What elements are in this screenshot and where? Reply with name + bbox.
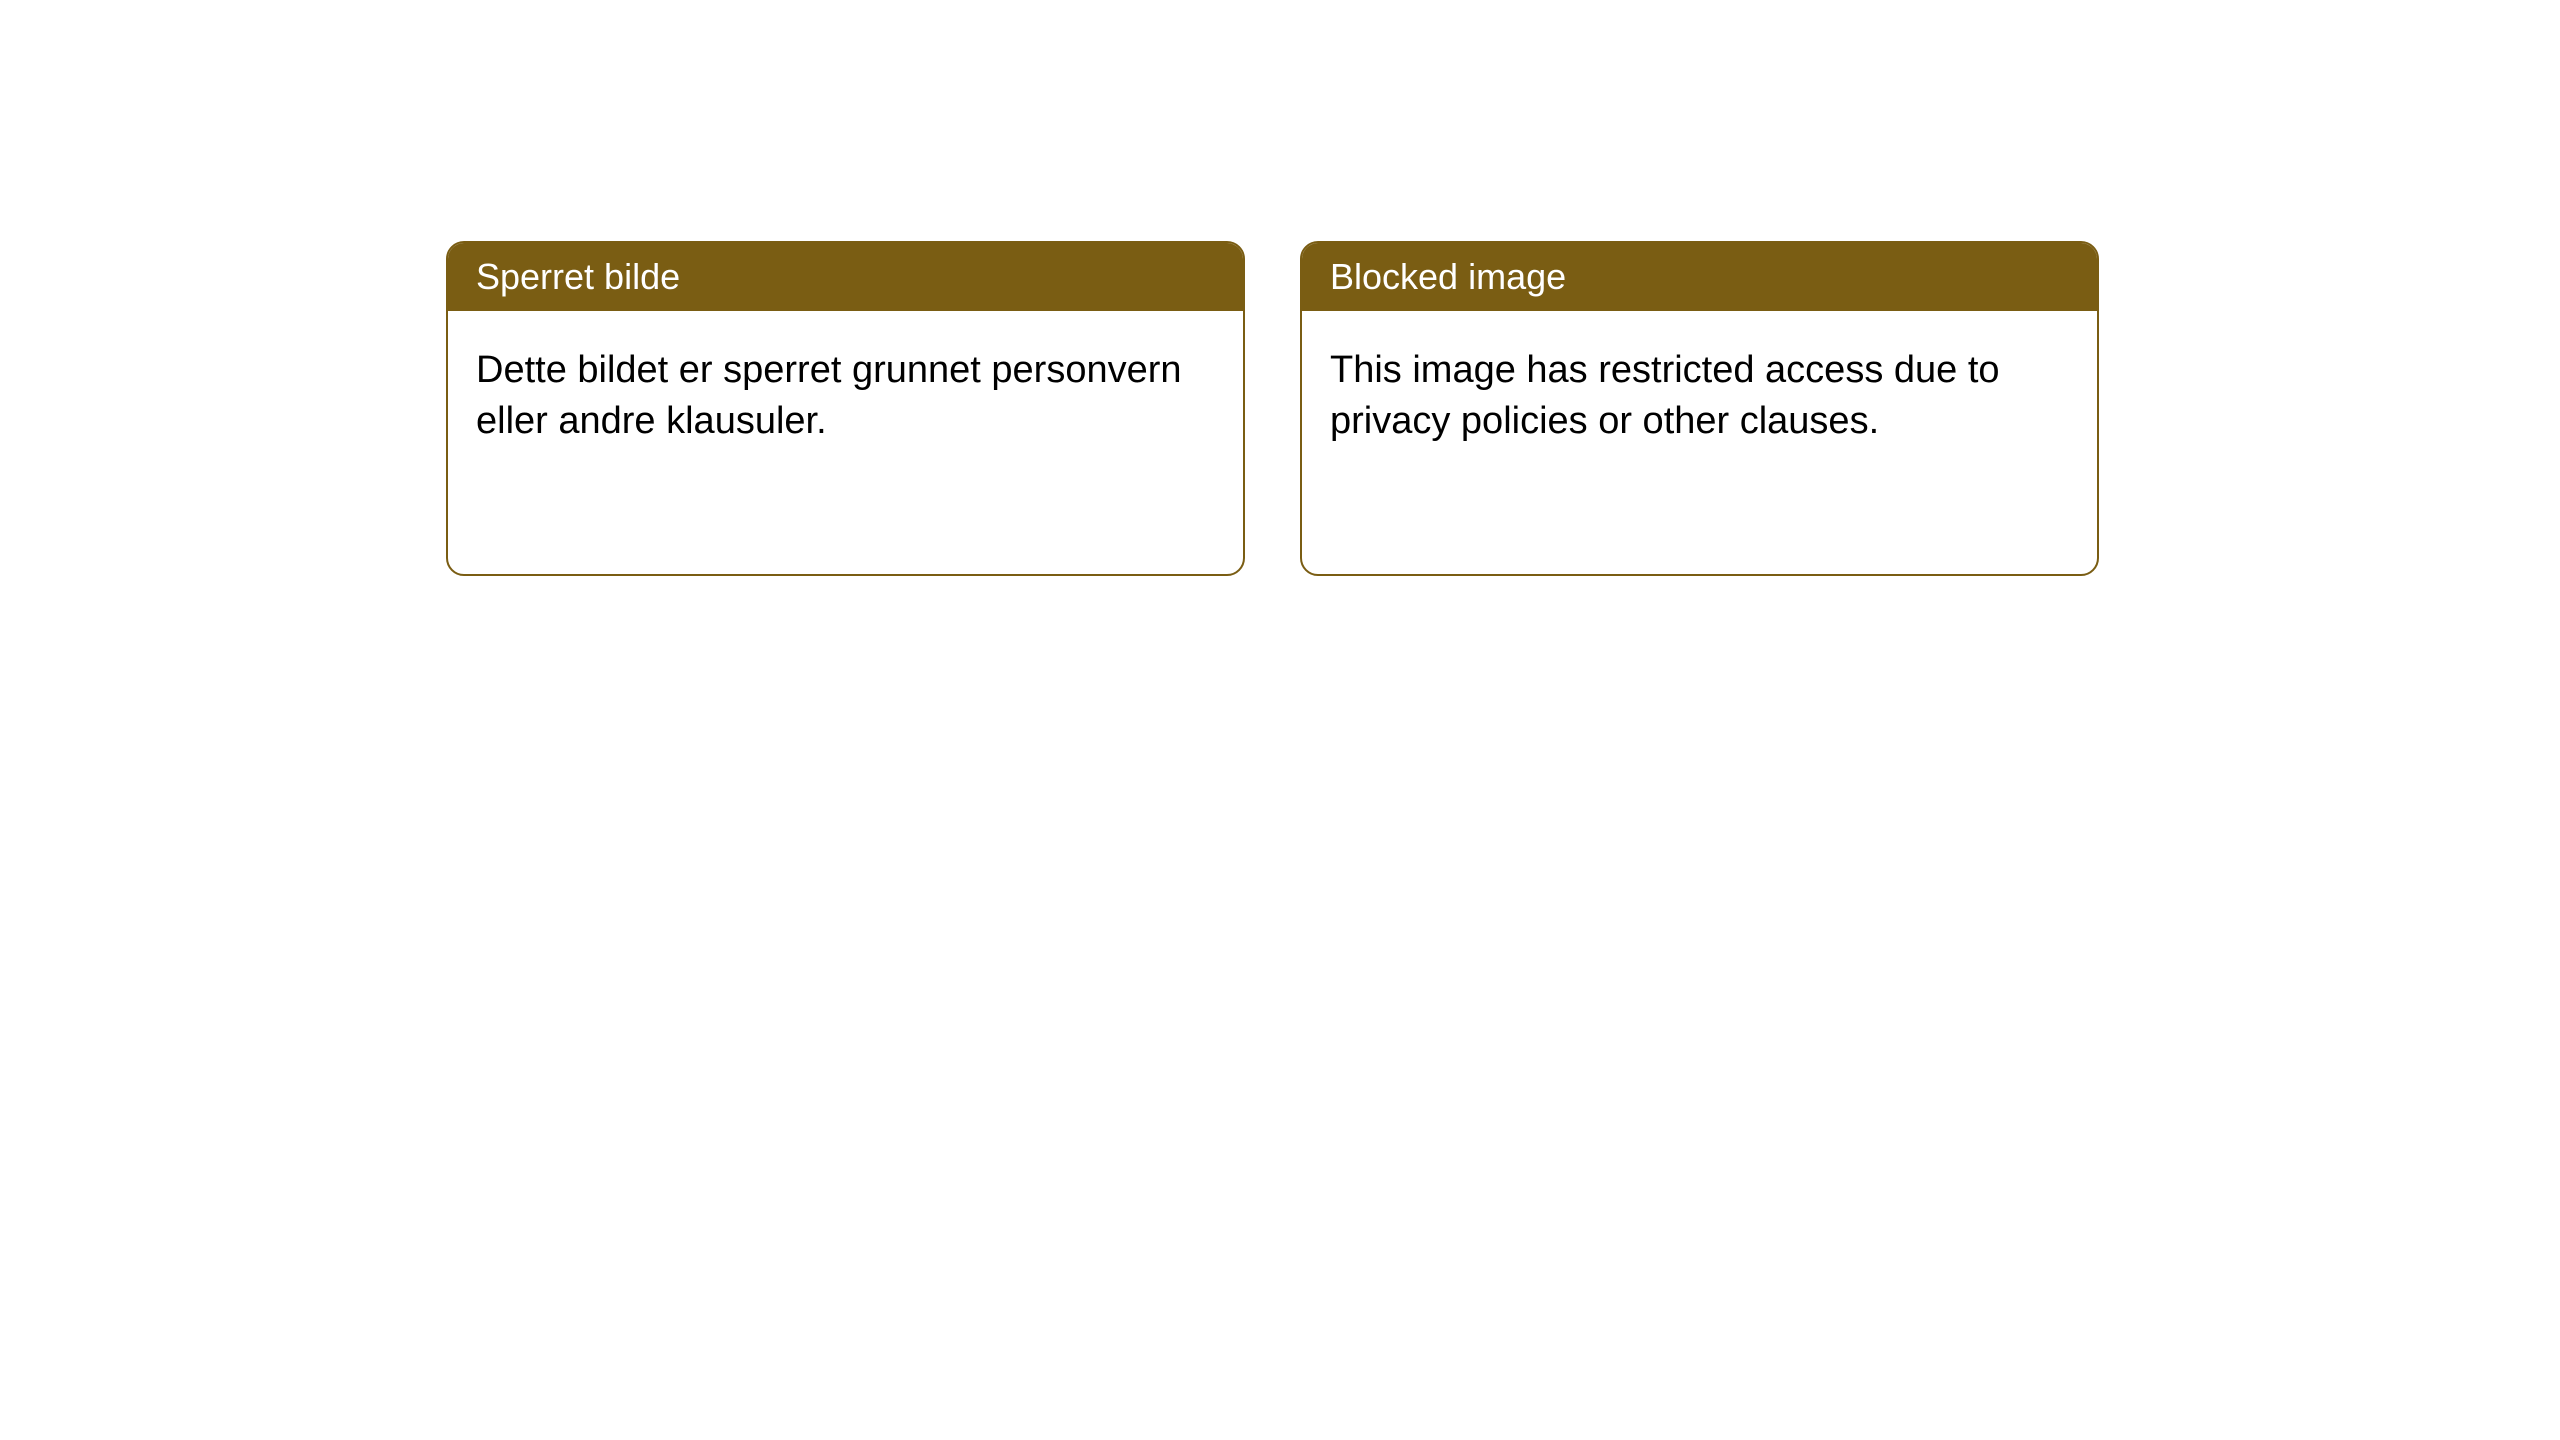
card-message: Dette bildet er sperret grunnet personve… xyxy=(476,349,1182,442)
card-title: Sperret bilde xyxy=(476,256,680,297)
card-header: Blocked image xyxy=(1302,243,2097,311)
card-body: This image has restricted access due to … xyxy=(1302,311,2097,482)
card-header: Sperret bilde xyxy=(448,243,1243,311)
blocked-image-card-no: Sperret bilde Dette bildet er sperret gr… xyxy=(446,241,1245,576)
notice-container: Sperret bilde Dette bildet er sperret gr… xyxy=(446,241,2099,576)
card-title: Blocked image xyxy=(1330,256,1566,297)
card-message: This image has restricted access due to … xyxy=(1330,349,2000,442)
blocked-image-card-en: Blocked image This image has restricted … xyxy=(1300,241,2099,576)
card-body: Dette bildet er sperret grunnet personve… xyxy=(448,311,1243,482)
